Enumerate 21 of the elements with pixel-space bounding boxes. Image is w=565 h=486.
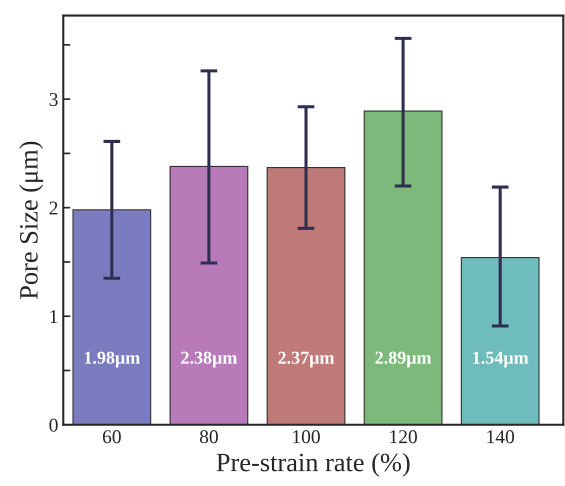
bar — [72, 209, 152, 425]
bar — [170, 166, 248, 425]
data-label: 2.37μm — [278, 352, 334, 368]
x-tick-label: 80 — [200, 430, 218, 444]
bar — [266, 166, 346, 425]
x-tick-label: 120 — [390, 430, 417, 444]
y-tick-label: 2 — [50, 202, 58, 214]
y-tick-label: 1 — [50, 310, 58, 323]
data-label: 2.89μm — [375, 352, 432, 368]
data-label: 1.98μm — [84, 352, 140, 368]
bar — [460, 257, 540, 425]
data-label: 1.54μm — [473, 352, 528, 368]
x-tick-label: 140 — [487, 430, 514, 444]
x-tick-label: 60 — [102, 430, 121, 444]
x-tick-label: 100 — [293, 430, 320, 444]
bar — [364, 110, 442, 425]
y-tick-label: 0 — [49, 418, 58, 432]
x-axis-title: Pre-strain rate (%) — [216, 452, 410, 477]
y-axis-title: Pore Size (μm) — [19, 142, 44, 300]
y-tick-label: 3 — [50, 93, 58, 106]
data-label: 2.38μm — [181, 352, 238, 368]
